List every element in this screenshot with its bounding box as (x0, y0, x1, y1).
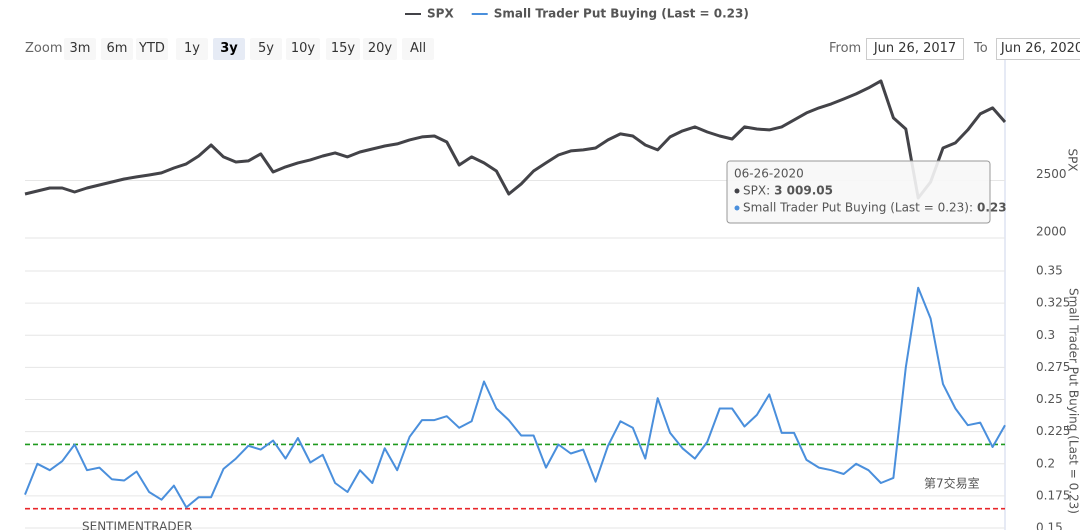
range-button[interactable]: 10y (286, 38, 320, 60)
to-input[interactable]: Jun 26, 2020 (996, 38, 1080, 60)
y-tick-label: 2000 (1036, 225, 1067, 239)
y-tick-label: 0.3 (1036, 328, 1055, 342)
y-tick-label: 0.225 (1036, 424, 1070, 438)
tooltip-label: Small Trader Put Buying (Last = 0.23): (743, 201, 973, 215)
range-button[interactable]: 1y (176, 38, 208, 60)
watermark: 第7交易室 (924, 476, 980, 491)
series-line (24, 79, 1007, 200)
y-tick-label: 0.2 (1036, 456, 1055, 470)
tooltip-bullet (734, 205, 740, 211)
range-button[interactable]: 6m (101, 38, 133, 60)
tooltip-label: SPX: (743, 184, 770, 198)
range-button[interactable]: 20y (363, 38, 397, 60)
y-tick-label: 0.175 (1036, 488, 1070, 502)
legend-label: SPX (427, 7, 454, 21)
range-button[interactable]: 3y (213, 38, 245, 60)
y-tick-label: 0.325 (1036, 296, 1070, 310)
y-tick-label: 0.35 (1036, 264, 1063, 278)
watermark: SENTIMENTRADER (82, 520, 193, 530)
from-label: From (829, 41, 862, 56)
tooltip-bullet (734, 188, 740, 194)
tooltip-box (726, 160, 991, 224)
from-input[interactable]: Jun 26, 2017 (866, 38, 964, 60)
y-tick-label: 0.275 (1036, 360, 1070, 374)
range-button[interactable]: 15y (326, 38, 360, 60)
tooltip: 06-26-2020 SPX: 3 009.05 Small Trader Put B… (726, 160, 1007, 224)
y-tick-label: 0.15 (1036, 521, 1063, 530)
to-label: To (974, 41, 988, 56)
y-tick-label: 2500 (1036, 167, 1067, 181)
tooltip-value: 3 009.05 (774, 184, 833, 198)
zoom-label: Zoom (25, 41, 63, 56)
y2-axis-title: Small Trader Put Buying (Last = 0.23) (1067, 288, 1080, 514)
tooltip-date: 06-26-2020 (734, 167, 804, 181)
y-tick-label: 0.25 (1036, 392, 1063, 406)
legend-label: Small Trader Put Buying (Last = 0.23) (494, 7, 749, 21)
series-line (24, 286, 1006, 509)
range-button[interactable]: YTD (136, 38, 168, 60)
range-button[interactable]: 3m (64, 38, 96, 60)
range-button[interactable]: All (402, 38, 434, 60)
range-button[interactable]: 5y (250, 38, 282, 60)
y-axis-title: SPX (1066, 148, 1080, 171)
tooltip-value: 0.23 (977, 201, 1007, 215)
